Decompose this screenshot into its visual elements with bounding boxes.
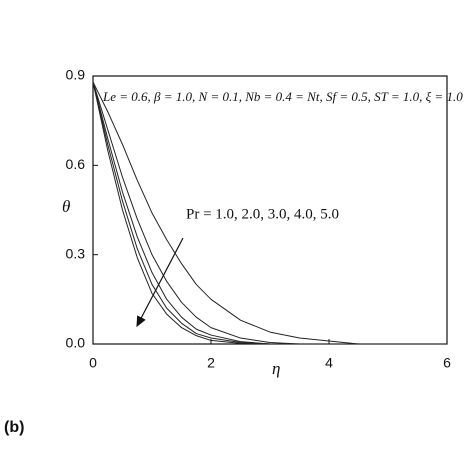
- parameter-annotation: Le = 0.6, β = 1.0, N = 0.1, Nb = 0.4 = N…: [102, 89, 463, 104]
- panel-label: (b): [4, 419, 24, 436]
- arrow: [136, 237, 184, 328]
- y-tick-label: 0.6: [66, 156, 86, 172]
- line-series: [92, 81, 447, 345]
- line-series: [92, 81, 447, 345]
- y-tick-label: 0.0: [66, 335, 86, 351]
- x-tick-label: 2: [207, 355, 215, 371]
- x-tick-label: 6: [443, 355, 451, 371]
- x-axis-label: η: [272, 359, 280, 378]
- x-tick-label: 0: [89, 355, 97, 371]
- arrow-label: Pr = 1.0, 2.0, 3.0, 4.0, 5.0: [186, 206, 339, 222]
- y-tick-label: 0.3: [66, 245, 86, 261]
- x-tick-label: 4: [325, 355, 333, 371]
- y-axis-label: θ: [62, 197, 70, 216]
- y-tick-label: 0.9: [66, 67, 86, 83]
